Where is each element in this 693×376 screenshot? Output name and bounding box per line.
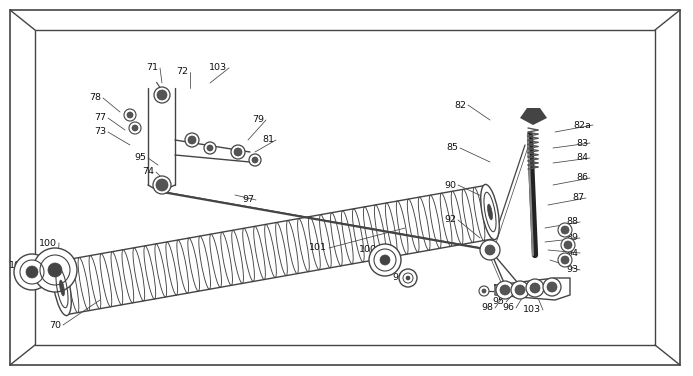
Text: 96: 96 (502, 303, 514, 312)
Text: 90: 90 (444, 180, 456, 190)
Circle shape (234, 148, 242, 156)
Text: 98: 98 (481, 303, 493, 312)
Circle shape (33, 248, 77, 292)
Circle shape (154, 87, 170, 103)
Circle shape (500, 285, 510, 295)
Circle shape (558, 223, 572, 237)
Circle shape (157, 90, 167, 100)
Ellipse shape (488, 204, 493, 220)
Text: 99: 99 (392, 273, 404, 282)
Text: 95: 95 (134, 153, 146, 162)
Circle shape (124, 109, 136, 121)
Text: 97: 97 (242, 196, 254, 205)
Text: 86: 86 (576, 173, 588, 182)
Text: 100: 100 (359, 246, 377, 255)
Circle shape (127, 112, 133, 118)
Circle shape (480, 240, 500, 260)
Circle shape (482, 289, 486, 293)
Circle shape (153, 176, 171, 194)
Text: 76: 76 (152, 183, 164, 193)
Circle shape (156, 179, 168, 191)
Polygon shape (495, 278, 570, 300)
Text: 73: 73 (94, 127, 106, 136)
Circle shape (48, 263, 62, 277)
Text: 101: 101 (309, 244, 327, 253)
Circle shape (558, 253, 572, 267)
Text: 82a: 82a (573, 120, 591, 129)
Text: 95: 95 (492, 297, 504, 306)
Text: 94: 94 (566, 249, 578, 258)
Text: 92: 92 (444, 215, 456, 224)
Circle shape (515, 285, 525, 295)
Text: 82: 82 (454, 100, 466, 109)
Ellipse shape (53, 261, 71, 315)
Text: 77: 77 (94, 114, 106, 123)
Ellipse shape (481, 184, 499, 240)
Text: 84: 84 (576, 153, 588, 162)
Circle shape (204, 142, 216, 154)
Circle shape (406, 276, 410, 280)
Text: 83: 83 (576, 138, 588, 147)
Circle shape (207, 145, 213, 151)
Text: 88: 88 (566, 217, 578, 226)
Circle shape (479, 286, 489, 296)
Circle shape (543, 278, 561, 296)
Circle shape (547, 282, 557, 292)
Circle shape (380, 255, 390, 265)
Circle shape (561, 256, 569, 264)
Circle shape (496, 281, 514, 299)
Ellipse shape (60, 280, 64, 296)
Text: 102: 102 (9, 261, 27, 270)
Circle shape (561, 238, 575, 252)
Circle shape (530, 283, 540, 293)
Circle shape (26, 266, 38, 278)
Circle shape (132, 125, 138, 131)
Text: 103: 103 (523, 305, 541, 314)
Circle shape (252, 157, 258, 163)
Text: 78: 78 (89, 94, 101, 103)
Circle shape (369, 244, 401, 276)
Text: 85: 85 (446, 144, 458, 153)
Circle shape (14, 254, 50, 290)
Circle shape (188, 136, 196, 144)
Text: 74: 74 (142, 167, 154, 176)
Text: 71: 71 (146, 64, 158, 73)
Circle shape (526, 279, 544, 297)
Circle shape (231, 145, 245, 159)
Circle shape (485, 245, 495, 255)
Circle shape (129, 122, 141, 134)
Text: 103: 103 (209, 64, 227, 73)
Circle shape (399, 269, 417, 287)
Text: 87: 87 (572, 194, 584, 203)
Circle shape (561, 226, 569, 234)
Text: 100: 100 (39, 238, 57, 247)
Circle shape (20, 260, 44, 284)
Text: 81: 81 (262, 135, 274, 144)
Circle shape (511, 281, 529, 299)
Text: 72: 72 (176, 68, 188, 76)
Text: 79: 79 (252, 115, 264, 124)
Circle shape (564, 241, 572, 249)
Text: 70: 70 (49, 320, 61, 329)
Polygon shape (520, 108, 547, 125)
Circle shape (249, 154, 261, 166)
Text: 93: 93 (566, 265, 578, 274)
Text: 89: 89 (566, 233, 578, 243)
Circle shape (185, 133, 199, 147)
